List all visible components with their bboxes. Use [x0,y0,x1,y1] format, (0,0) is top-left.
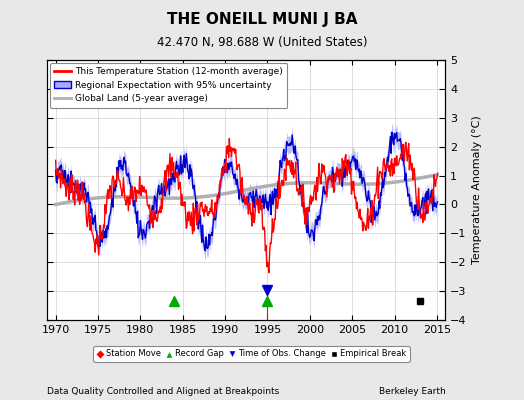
Legend: Station Move, Record Gap, Time of Obs. Change, Empirical Break: Station Move, Record Gap, Time of Obs. C… [93,346,410,362]
Text: Berkeley Earth: Berkeley Earth [379,387,445,396]
Text: THE ONEILL MUNI J BA: THE ONEILL MUNI J BA [167,12,357,27]
Y-axis label: Temperature Anomaly (°C): Temperature Anomaly (°C) [472,116,482,264]
Text: Data Quality Controlled and Aligned at Breakpoints: Data Quality Controlled and Aligned at B… [47,387,279,396]
Text: 42.470 N, 98.688 W (United States): 42.470 N, 98.688 W (United States) [157,36,367,49]
Legend: This Temperature Station (12-month average), Regional Expectation with 95% uncer: This Temperature Station (12-month avera… [50,63,287,108]
